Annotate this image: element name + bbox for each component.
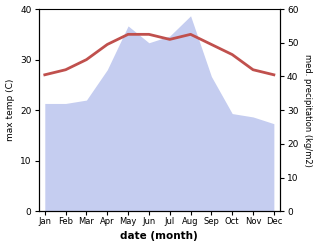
- X-axis label: date (month): date (month): [121, 231, 198, 242]
- Y-axis label: max temp (C): max temp (C): [5, 79, 15, 141]
- Y-axis label: med. precipitation (kg/m2): med. precipitation (kg/m2): [303, 54, 313, 167]
